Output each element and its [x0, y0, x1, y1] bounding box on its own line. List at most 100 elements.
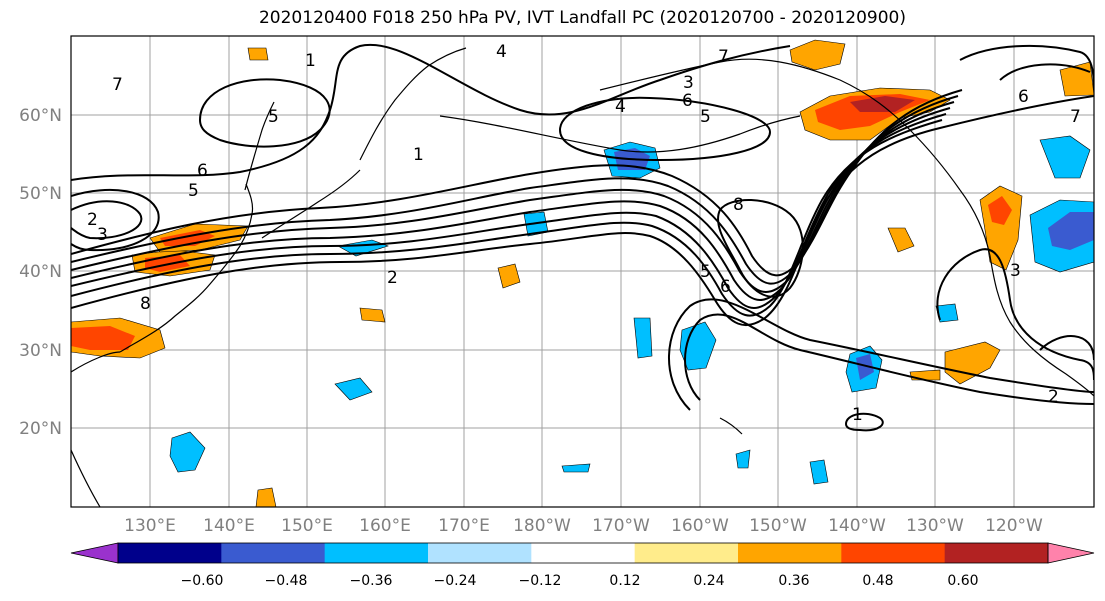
- contour-label: 7: [718, 47, 729, 67]
- colorbar-tick-label: −0.24: [434, 573, 477, 589]
- ivt-negative-alaska-coast: [1039, 135, 1091, 179]
- contour-label: 5: [700, 107, 711, 127]
- lon-label: 150°W: [749, 516, 807, 536]
- contour-label: 1: [413, 145, 424, 165]
- lon-label: 160°E: [359, 516, 411, 536]
- pv-contours: [71, 43, 1094, 432]
- ivt-positive-small-2: [359, 307, 386, 323]
- contour-label: 3: [97, 225, 108, 245]
- pv-contour: [198, 78, 331, 148]
- coast-kamchatka: [359, 47, 467, 161]
- pv-contour: [717, 199, 804, 298]
- coast-sakhalin: [244, 101, 275, 191]
- pv-contour: [668, 298, 1094, 411]
- lon-label: 170°E: [438, 516, 490, 536]
- contour-label: 2: [1048, 387, 1059, 407]
- colorbar-extend-high: [1047, 542, 1095, 564]
- lon-label: 140°E: [203, 516, 255, 536]
- contour-label-group: 7 1 4 7 3 4 6 5 1 5 6 5 2 3 8 2 5 6 8 3 …: [87, 42, 1081, 425]
- latitude-labels: 60°N 50°N 40°N 30°N 20°N: [19, 106, 62, 439]
- colorbar-tick-label: 0.12: [609, 573, 640, 589]
- lon-label: 180°W: [513, 516, 571, 536]
- coast-aleutians: [439, 115, 801, 153]
- contour-label: 5: [188, 181, 199, 201]
- map-frame: [70, 35, 1095, 508]
- ivt-positive-small-4: [247, 47, 269, 61]
- colorbar-segment: [738, 543, 842, 563]
- ivt-positive-gulf-alaska-max: [850, 96, 915, 112]
- contour-label: 6: [197, 161, 208, 181]
- colorbar-segment: [118, 543, 222, 563]
- coast-north-america: [959, 189, 1094, 397]
- coast-china: [71, 351, 121, 373]
- lon-label: 130°E: [124, 516, 176, 536]
- contour-label: 1: [852, 405, 863, 425]
- colorbar-tick-label: 0.60: [947, 573, 978, 589]
- colorbar-segment: [221, 543, 326, 563]
- colorbar-segment: [944, 543, 1049, 563]
- pv-contour: [71, 200, 143, 240]
- pv-contour: [844, 412, 884, 432]
- coast-philippines: [71, 449, 101, 507]
- ivt-negative-small-8: [735, 449, 751, 469]
- contour-label: 7: [1070, 107, 1081, 127]
- contour-label: 5: [268, 107, 279, 127]
- colorbar-tick-label: −0.60: [181, 573, 224, 589]
- lon-label: 160°W: [671, 516, 729, 536]
- pv-contour: [558, 96, 772, 162]
- lat-label: 30°N: [19, 341, 62, 361]
- coast-alaska: [599, 58, 961, 191]
- contour-label: 2: [387, 268, 398, 288]
- contour-label: 6: [682, 91, 693, 111]
- lat-label: 20°N: [19, 419, 62, 439]
- colorbar-segment: [531, 543, 636, 563]
- contour-label: 1: [305, 51, 316, 71]
- colorbar-segment: [634, 543, 739, 563]
- ivt-positive-bering: [789, 39, 846, 71]
- ivt-positive-small-1: [497, 263, 521, 289]
- ivt-positive-japan-south-core: [71, 326, 135, 350]
- lon-label: 120°W: [985, 516, 1043, 536]
- contour-label: 8: [733, 195, 744, 215]
- lon-label: 130°W: [906, 516, 964, 536]
- colorbar-tick-label: 0.24: [693, 573, 724, 589]
- ivt-negative-small-5: [809, 459, 829, 485]
- lat-label: 60°N: [19, 106, 62, 126]
- colorbar-tick-label: −0.48: [265, 573, 308, 589]
- ivt-negative-small-1: [334, 377, 373, 401]
- pv-contour: [71, 107, 951, 301]
- colorbar-tick-labels: −0.60 −0.48 −0.36 −0.24 −0.12 0.12 0.24 …: [181, 573, 979, 589]
- contour-label: 5: [700, 262, 711, 282]
- ivt-positive-small-5: [255, 487, 277, 507]
- lon-label: 140°W: [828, 516, 886, 536]
- lon-label: 170°W: [592, 516, 650, 536]
- lon-label: 150°E: [281, 516, 333, 536]
- pv-contour: [71, 43, 791, 181]
- ivt-positive-small-3: [887, 227, 915, 253]
- coast-hawaii: [719, 417, 743, 435]
- contour-label: 8: [140, 294, 151, 314]
- colorbar-boxes: [70, 542, 1095, 564]
- ivt-negative-hawaii-core: [856, 354, 874, 380]
- map-title: 2020120400 F018 250 hPa PV, IVT Landfall…: [258, 8, 906, 28]
- ivt-negative-west-pac: [169, 431, 206, 473]
- ivt-negative-small-7: [561, 463, 591, 473]
- colorbar-segment: [841, 543, 946, 563]
- ivt-positive-subtropic-east: [944, 341, 1001, 385]
- longitude-labels: 130°E 140°E 150°E 160°E 170°E 180°W 170°…: [124, 516, 1043, 536]
- lat-label: 50°N: [19, 184, 62, 204]
- pv-contour: [71, 89, 963, 277]
- contour-label: 7: [112, 75, 123, 95]
- coast-kuril: [261, 169, 361, 239]
- pv-contour: [684, 313, 1094, 405]
- contour-label: 4: [496, 42, 507, 62]
- colorbar-tick-label: 0.48: [862, 573, 893, 589]
- pv-contour: [936, 248, 1094, 381]
- pv-contour: [1039, 335, 1094, 361]
- pv-contour: [71, 95, 1094, 327]
- pv-contour: [71, 188, 160, 252]
- colorbar-extend-low: [70, 542, 119, 564]
- contour-label: 2: [87, 210, 98, 230]
